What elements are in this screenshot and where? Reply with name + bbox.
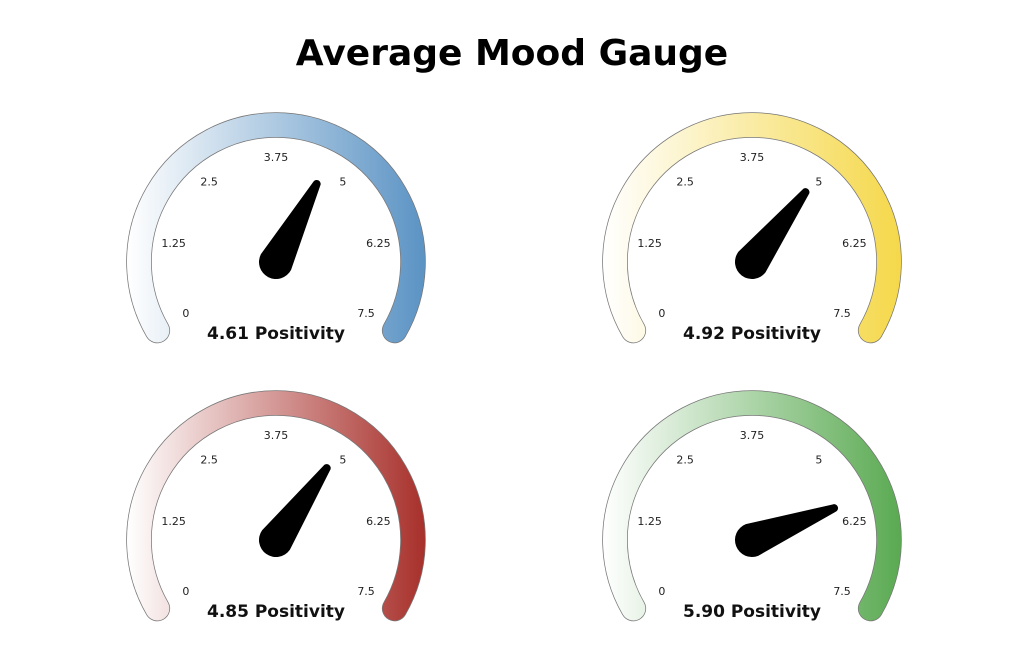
value-label: 4.61 Positivity bbox=[207, 324, 345, 344]
needle bbox=[734, 188, 810, 280]
needle bbox=[258, 179, 321, 280]
tick-label: 3.75 bbox=[740, 151, 765, 164]
tick-label: 2.5 bbox=[200, 453, 218, 466]
tick-label: 1.25 bbox=[161, 237, 186, 250]
tick-label: 1.25 bbox=[637, 237, 662, 250]
tick-label: 5 bbox=[815, 175, 822, 188]
tick-label: 1.25 bbox=[637, 515, 662, 528]
gauge-arc bbox=[603, 113, 901, 343]
chart-title: Average Mood Gauge bbox=[296, 33, 728, 74]
tick-label: 3.75 bbox=[264, 429, 289, 442]
tick-label: 7.5 bbox=[833, 307, 851, 320]
tick-label: 0 bbox=[182, 307, 189, 320]
tick-label: 0 bbox=[658, 307, 665, 320]
tick-label: 7.5 bbox=[357, 307, 375, 320]
tick-label: 6.25 bbox=[842, 515, 867, 528]
tick-label: 7.5 bbox=[833, 585, 851, 598]
value-label: 4.92 Positivity bbox=[683, 324, 821, 344]
gauge-arc bbox=[603, 391, 901, 621]
tick-label: 6.25 bbox=[366, 515, 391, 528]
tick-label: 6.25 bbox=[842, 237, 867, 250]
tick-label: 2.5 bbox=[676, 453, 694, 466]
tick-label: 2.5 bbox=[676, 175, 694, 188]
tick-label: 0 bbox=[182, 585, 189, 598]
tick-label: 5 bbox=[815, 453, 822, 466]
tick-label: 5 bbox=[339, 175, 346, 188]
tick-label: 5 bbox=[339, 453, 346, 466]
tick-label: 0 bbox=[658, 585, 665, 598]
tick-label: 3.75 bbox=[264, 151, 289, 164]
tick-label: 3.75 bbox=[740, 429, 765, 442]
tick-label: 1.25 bbox=[161, 515, 186, 528]
tick-label: 6.25 bbox=[366, 237, 391, 250]
needle bbox=[258, 464, 331, 558]
gauge-arc bbox=[127, 113, 425, 343]
needle bbox=[734, 504, 839, 558]
value-label: 5.90 Positivity bbox=[683, 602, 821, 622]
tick-label: 7.5 bbox=[357, 585, 375, 598]
tick-label: 2.5 bbox=[200, 175, 218, 188]
gauge-arc bbox=[127, 391, 425, 621]
value-label: 4.85 Positivity bbox=[207, 602, 345, 622]
